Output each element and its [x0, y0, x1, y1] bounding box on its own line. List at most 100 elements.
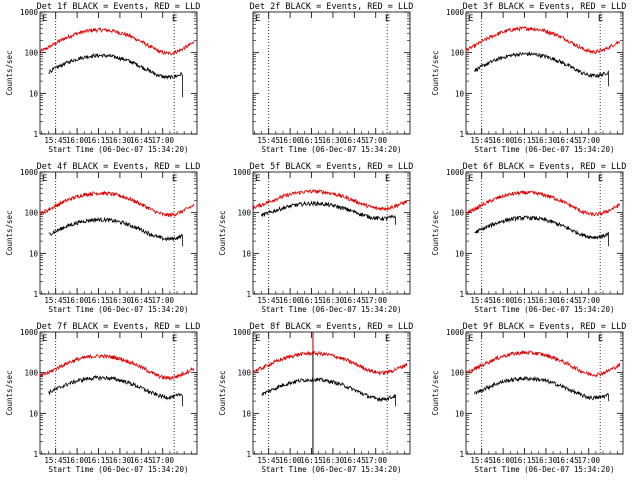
series-lld-line — [465, 349, 621, 378]
x-tick-label: 16:15 — [513, 136, 536, 145]
series-events-line — [261, 377, 397, 407]
x-tick-label: 16:30 — [322, 136, 345, 145]
panel-title: Det 3f BLACK = Events, RED = LLD — [463, 2, 627, 12]
y-tick-label: 100 — [237, 209, 251, 218]
y-tick-label: 10 — [29, 249, 39, 258]
panel-det-8: Det 8f BLACK = Events, RED = LLD Counts/s… — [218, 322, 413, 474]
plot-frame — [252, 11, 411, 135]
y-axis-label: Counts/sec — [5, 50, 14, 95]
panel-title: Det 8f BLACK = Events, RED = LLD — [250, 322, 414, 332]
x-tick-label: 16:15 — [87, 296, 110, 305]
plot-frame — [465, 11, 624, 135]
x-axis-label: Start Time (06-Dec-07 15:34:20) — [262, 305, 402, 314]
e-marker: E — [385, 174, 390, 184]
series-lld-line — [465, 25, 621, 55]
e-marker: E — [255, 14, 260, 24]
y-tick-label: 10 — [455, 249, 465, 258]
y-axis-label: Counts/sec — [5, 210, 14, 255]
x-tick-label: 16:30 — [109, 136, 132, 145]
y-axis-label: Counts/sec — [218, 210, 227, 255]
x-tick-label: 16:45 — [556, 456, 579, 465]
x-tick-label: 17:00 — [151, 136, 174, 145]
y-tick-label: 10 — [455, 409, 465, 418]
panel-title: Det 9f BLACK = Events, RED = LLD — [463, 322, 627, 332]
x-tick-label: 17:00 — [364, 136, 387, 145]
x-tick-label: 17:00 — [151, 456, 174, 465]
panel-det-5: Det 5f BLACK = Events, RED = LLD Counts/s… — [218, 162, 413, 314]
panel-title: Det 5f BLACK = Events, RED = LLD — [250, 162, 414, 172]
x-tick-label: 16:45 — [343, 456, 366, 465]
x-tick-label: 16:15 — [513, 296, 536, 305]
series-events-line — [48, 53, 184, 98]
panel-title: Det 4f BLACK = Events, RED = LLD — [37, 162, 201, 172]
panel-det-1: Det 1f BLACK = Events, RED = LLD Counts/s… — [5, 2, 200, 154]
x-tick-label: 16:00 — [66, 296, 89, 305]
x-tick-label: 15:45 — [257, 456, 280, 465]
x-tick-label: 15:45 — [44, 136, 67, 145]
y-tick-label: 10 — [242, 249, 252, 258]
x-tick-label: 16:45 — [556, 136, 579, 145]
x-tick-label: 16:15 — [300, 296, 323, 305]
e-marker: E — [468, 334, 473, 344]
e-marker: E — [172, 174, 177, 184]
e-marker: E — [598, 14, 603, 24]
y-tick-label: 1000 — [233, 328, 252, 337]
e-marker: E — [42, 334, 47, 344]
x-tick-label: 17:00 — [151, 296, 174, 305]
series-events-line — [474, 215, 610, 247]
x-tick-label: 16:45 — [556, 296, 579, 305]
x-axis-label: Start Time (06-Dec-07 15:34:20) — [475, 145, 615, 154]
plot-frame — [252, 331, 411, 455]
y-tick-label: 1000 — [446, 8, 465, 17]
series-events-line — [474, 375, 610, 402]
x-tick-label: 16:00 — [66, 136, 89, 145]
y-tick-label: 100 — [237, 369, 251, 378]
x-tick-label: 16:45 — [130, 296, 153, 305]
plot-frame — [465, 171, 624, 295]
x-tick-label: 16:15 — [300, 136, 323, 145]
x-axis-label: Start Time (06-Dec-07 15:34:20) — [475, 465, 615, 474]
x-tick-label: 16:00 — [492, 136, 515, 145]
x-tick-label: 17:00 — [364, 456, 387, 465]
e-marker: E — [468, 14, 473, 24]
series-events-line — [48, 374, 184, 407]
x-tick-label: 16:15 — [87, 136, 110, 145]
x-axis-label: Start Time (06-Dec-07 15:34:20) — [49, 465, 189, 474]
e-marker: E — [385, 14, 390, 24]
y-tick-label: 1 — [33, 450, 38, 459]
series-events-line — [261, 200, 397, 225]
x-tick-label: 16:45 — [130, 136, 153, 145]
x-tick-label: 15:45 — [44, 296, 67, 305]
y-tick-label: 1000 — [233, 168, 252, 177]
y-tick-label: 1000 — [20, 328, 39, 337]
x-tick-label: 16:30 — [535, 136, 558, 145]
panel-det-3: Det 3f BLACK = Events, RED = LLD Counts/s… — [431, 2, 626, 154]
panel-det-4: Det 4f BLACK = Events, RED = LLD Counts/s… — [5, 162, 200, 314]
e-marker: E — [172, 14, 177, 24]
y-tick-label: 100 — [450, 209, 464, 218]
e-marker: E — [42, 174, 47, 184]
x-tick-label: 16:00 — [279, 456, 302, 465]
x-tick-label: 16:30 — [535, 296, 558, 305]
y-tick-label: 100 — [24, 369, 38, 378]
panel-det-6: Det 6f BLACK = Events, RED = LLD Counts/s… — [431, 162, 626, 314]
plot-frame — [39, 171, 198, 295]
e-marker: E — [255, 334, 260, 344]
y-axis-label: Counts/sec — [431, 210, 440, 255]
x-tick-label: 16:30 — [322, 456, 345, 465]
y-tick-label: 100 — [450, 369, 464, 378]
x-tick-label: 16:00 — [492, 456, 515, 465]
x-tick-label: 15:45 — [257, 296, 280, 305]
y-tick-label: 1000 — [446, 168, 465, 177]
plot-frame — [39, 331, 198, 455]
series-events-line — [48, 216, 184, 247]
y-tick-label: 100 — [24, 49, 38, 58]
panel-title: Det 2f BLACK = Events, RED = LLD — [250, 2, 414, 12]
y-tick-label: 100 — [450, 49, 464, 58]
panel-title: Det 1f BLACK = Events, RED = LLD — [37, 2, 201, 12]
x-tick-label: 16:15 — [300, 456, 323, 465]
y-tick-label: 100 — [24, 209, 38, 218]
series-lld-line — [39, 353, 195, 381]
x-tick-label: 17:00 — [577, 456, 600, 465]
